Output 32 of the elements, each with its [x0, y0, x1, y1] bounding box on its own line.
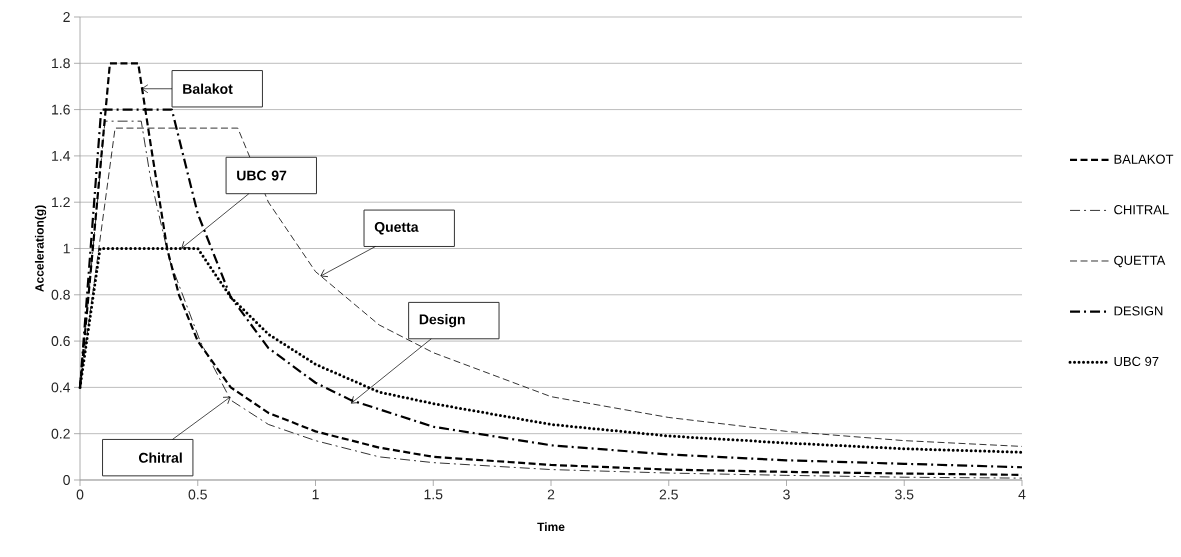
annotation: Quetta — [374, 221, 419, 235]
y-tick-label: 1.2 — [52, 197, 70, 208]
y-tick-label: 1.8 — [52, 58, 70, 69]
legend-label: UBC 97 — [1114, 356, 1159, 367]
legend-label: CHITRAL — [1114, 205, 1169, 215]
legend-label: BALAKOT — [1114, 154, 1174, 164]
y-tick-label: 2 — [63, 12, 70, 22]
annotation: Chitral — [138, 452, 182, 463]
legend-label: QUETTA — [1114, 255, 1166, 268]
x-tick-label: 0 — [76, 489, 84, 500]
annotation: UBC 97 — [237, 170, 287, 181]
y-tick-label: 0.2 — [51, 428, 70, 439]
annotation: Design — [419, 314, 465, 328]
y-tick-label: 1.4 — [52, 151, 71, 161]
y-tick-label: 0 — [63, 475, 70, 485]
x-tick-label: 2.5 — [659, 489, 678, 500]
y-tick-label: 1 — [63, 243, 70, 254]
x-tick-label: 1.5 — [424, 489, 443, 500]
x-tick-label: 0.5 — [188, 489, 207, 500]
x-tick-label: 1 — [312, 489, 319, 500]
y-tick-label: 0.8 — [51, 289, 70, 300]
y-axis-title: Acceleration(g) — [34, 205, 47, 292]
y-tick-label: 0.4 — [51, 382, 71, 393]
x-tick-label: 3.5 — [895, 489, 914, 500]
x-tick-label: 2 — [547, 489, 555, 500]
x-tick-label: 4 — [1018, 489, 1026, 500]
y-tick-label: 0.6 — [51, 336, 70, 347]
x-tick-label: 3 — [783, 489, 790, 500]
y-tick-label: 1.6 — [52, 104, 70, 115]
legend-label: DESIGN — [1114, 306, 1163, 316]
annotation: Balakot — [183, 83, 233, 94]
x-axis-title: Time — [537, 522, 565, 532]
